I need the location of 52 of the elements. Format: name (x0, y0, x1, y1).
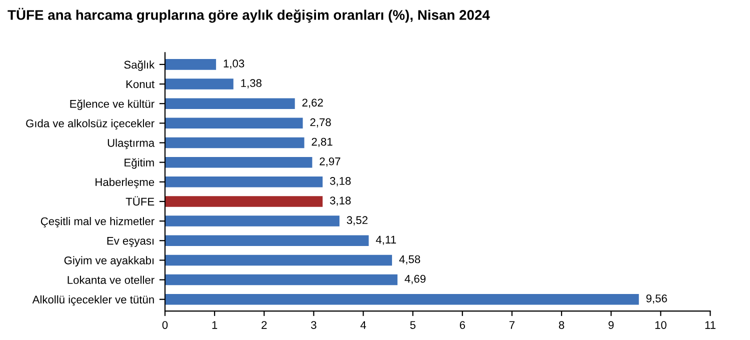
y-tick-label: Gıda ve alkolsüz içecekler (26, 119, 154, 130)
data-label: 2,62 (302, 98, 323, 108)
bar (165, 196, 323, 207)
y-tick-label: Konut (126, 80, 155, 88)
x-tick-label: 2 (262, 321, 267, 329)
y-tick-label: Eğlence ve kültür (70, 100, 154, 110)
y-tick-label: Lokanta ve oteller (68, 276, 154, 284)
y-tick-label: Eğitim (124, 158, 154, 169)
y-tick-label: Haberleşme (96, 178, 154, 188)
bar (165, 294, 639, 305)
y-tick-label: Giyim ve ayakkabı (64, 256, 154, 267)
x-tick-label: 8 (558, 321, 564, 329)
y-tick-label: Ev eşyası (107, 236, 154, 247)
x-tick-label: 3 (311, 321, 316, 329)
x-tick-label: 10 (655, 321, 666, 329)
bar (165, 78, 234, 90)
data-label: 3,52 (346, 216, 368, 226)
bar (165, 216, 340, 226)
y-tick-label: Çeşitli mal ve hizmetler (40, 217, 154, 228)
x-tick-label: 4 (360, 321, 366, 329)
data-label: 4,58 (399, 255, 420, 264)
bar (165, 274, 398, 286)
bar (165, 59, 216, 70)
data-label: 4,11 (376, 236, 396, 245)
bar (165, 235, 369, 246)
bar (165, 156, 312, 168)
y-tick-label: Sağlık (124, 60, 155, 71)
bar (165, 118, 303, 129)
bar (165, 137, 304, 148)
bar (165, 254, 392, 266)
y-tick-label: TÜFE (126, 196, 154, 206)
data-label: 3,18 (330, 177, 351, 186)
y-tick-label: Ulaştırma (108, 138, 155, 150)
x-tick-label: 5 (410, 321, 416, 329)
data-label: 2,97 (320, 157, 340, 167)
data-label: 1,38 (241, 79, 262, 88)
data-label: 2,81 (312, 138, 332, 148)
bar (165, 176, 323, 188)
x-tick-label: 0 (162, 321, 168, 329)
data-label: 2,78 (310, 118, 331, 128)
data-label: 9,56 (646, 294, 667, 304)
y-tick-label: Alkollü içecekler ve tütün (32, 295, 154, 306)
data-label: 4,69 (404, 274, 426, 284)
data-label: 3,18 (330, 196, 351, 206)
x-tick-label: 6 (460, 321, 466, 329)
x-tick-label: 7 (509, 321, 515, 329)
x-tick-label: 1 (212, 321, 218, 329)
data-label: 1,03 (224, 60, 244, 69)
chart-title: TÜFE ana harcama gruplarına göre aylık değişim oranları (%), Nisan 2024 (8, 8, 490, 23)
x-tick-label: 11 (705, 321, 716, 329)
x-tick-label: 9 (608, 321, 614, 329)
bar (165, 98, 295, 109)
